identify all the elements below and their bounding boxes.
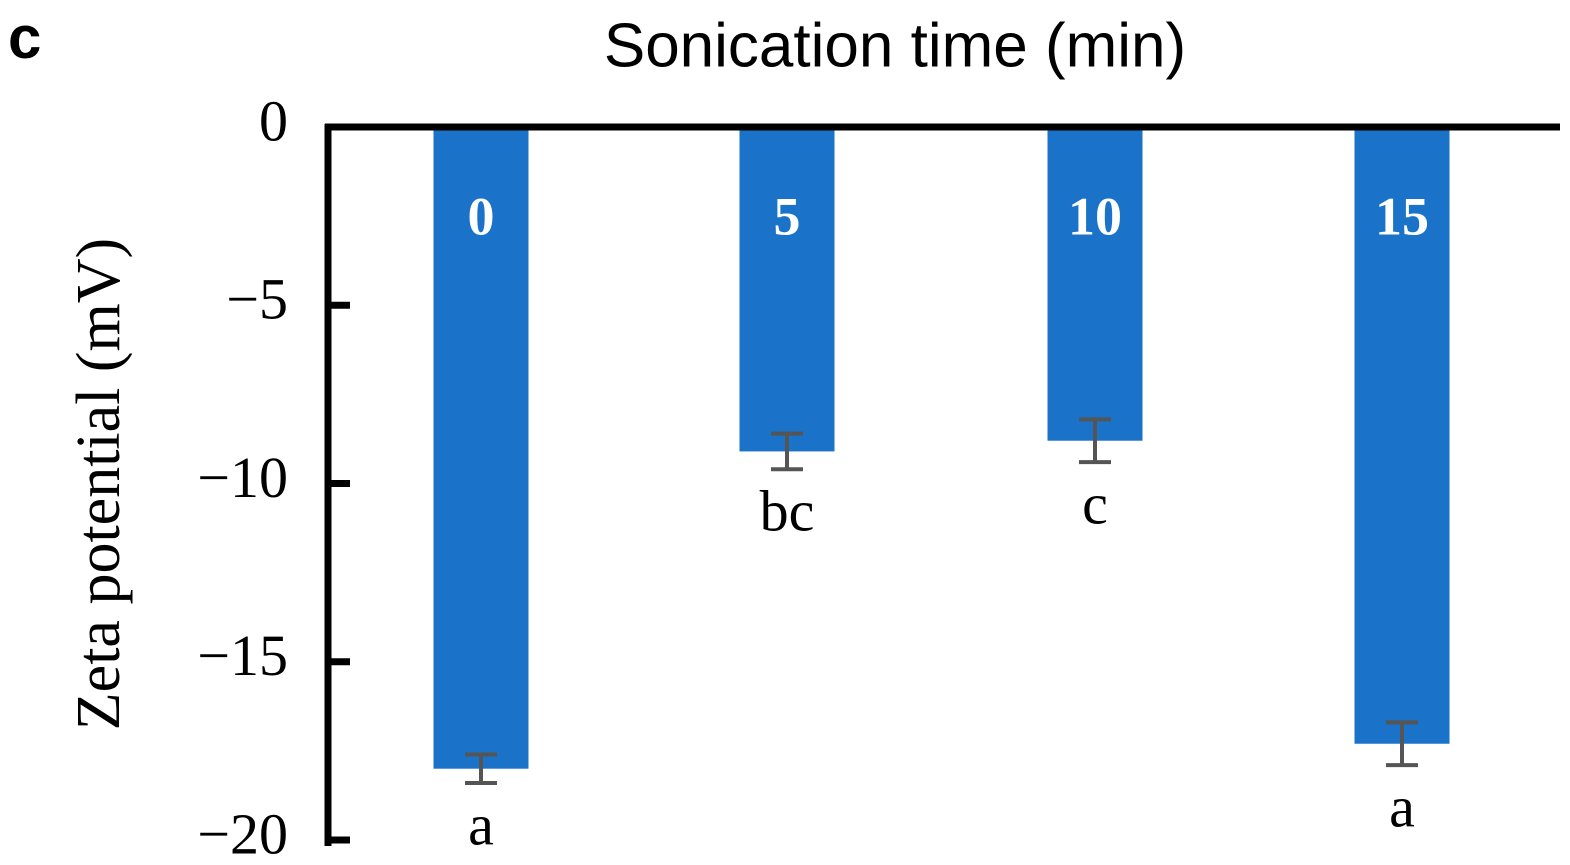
y-tick-label: −10 [197, 445, 288, 510]
y-tick-label: 0 [259, 88, 288, 153]
panel-label: c [8, 4, 41, 71]
category-label: 5 [774, 186, 801, 246]
error-bar [771, 431, 803, 472]
bar [433, 127, 529, 769]
chart-title: Sonication time (min) [604, 11, 1186, 80]
error-bar [1079, 417, 1111, 465]
error-bar [1386, 720, 1418, 768]
significance-letter: a [1389, 774, 1415, 839]
error-bar [465, 752, 497, 785]
category-label: 0 [468, 186, 495, 246]
significance-letter: c [1082, 471, 1108, 536]
bar [1047, 127, 1143, 441]
category-label: 15 [1375, 186, 1429, 246]
category-label: 10 [1068, 186, 1122, 246]
bar [739, 127, 835, 452]
significance-letter: a [468, 792, 494, 857]
bar [1354, 127, 1450, 744]
y-tick-label: −5 [226, 267, 288, 332]
y-axis-label: Zeta potential (mV) [65, 238, 133, 730]
significance-letter: bc [760, 479, 815, 544]
y-tick-label: −15 [197, 623, 288, 688]
y-tick-label: −20 [197, 801, 288, 865]
